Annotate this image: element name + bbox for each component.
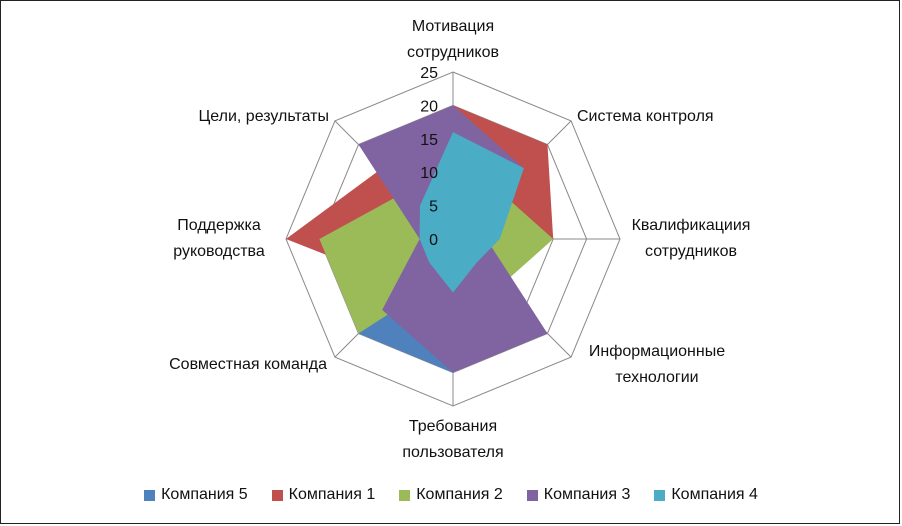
legend-swatch	[399, 489, 411, 501]
category-label-0: Мотивация сотрудников	[407, 18, 499, 61]
category-label-line: Требования	[409, 418, 497, 435]
legend-swatch	[526, 489, 538, 501]
legend-item-4: Компания 3	[526, 486, 631, 504]
category-label-line: Система контроля	[577, 108, 714, 125]
category-label-line: Информационные	[589, 343, 725, 360]
legend-label: Компания 4	[671, 486, 758, 503]
category-label-4: Требования пользователя	[402, 418, 503, 461]
category-label-line: Мотивация	[412, 18, 494, 35]
tick-label: 20	[420, 98, 438, 115]
category-label-line: Совместная команда	[169, 356, 327, 373]
radar-chart: 0 5 10 15 20 25 Мотивация сотрудников Система к…	[169, 18, 750, 461]
category-label-line: Квалификациия	[632, 217, 751, 234]
radar-series-layer	[286, 105, 554, 373]
category-label-5: Совместная команда	[169, 356, 327, 373]
category-label-7: Цели, результаты	[198, 108, 329, 125]
category-label-line: Цели, результаты	[198, 108, 329, 125]
category-label-line: сотрудников	[407, 44, 499, 61]
legend-item-5: Компания 4	[654, 486, 758, 504]
legend: Компания 5 Компания 1 Компания 2 Компания 3…	[1, 483, 901, 507]
legend-swatch	[271, 489, 283, 501]
legend-swatch	[654, 489, 666, 501]
tick-label: 0	[429, 232, 438, 249]
category-label-3: Информационные технологии	[589, 343, 725, 386]
series-area-5	[419, 132, 524, 293]
legend-item-1: Компания 5	[144, 486, 248, 504]
tick-label: 5	[429, 199, 438, 216]
category-label-1: Система контроля	[577, 108, 714, 125]
tick-label: 10	[420, 165, 438, 182]
category-labels: Мотивация сотрудников Система контроля Квал…	[169, 18, 750, 461]
legend-label: Компания 2	[416, 486, 503, 503]
radial-axis-ticks: 0 5 10 15 20 25	[420, 65, 438, 249]
category-label-line: технологии	[615, 369, 698, 386]
legend-swatch	[144, 489, 156, 501]
category-label-line: сотрудников	[645, 243, 737, 260]
legend-label: Компания 3	[543, 486, 631, 503]
legend-label: Компания 1	[288, 486, 376, 503]
category-label-line: руководства	[173, 243, 265, 260]
category-label-6: Поддержка руководства	[173, 217, 265, 260]
legend-item-3: Компания 2	[399, 486, 503, 504]
category-label-line: пользователя	[402, 444, 503, 461]
tick-label: 25	[420, 65, 438, 82]
tick-label: 15	[420, 132, 438, 149]
category-label-2: Квалификациия сотрудников	[632, 217, 751, 260]
legend-item-2: Компания 1	[271, 486, 376, 504]
legend-label: Компания 5	[161, 486, 248, 503]
category-label-line: Поддержка	[177, 217, 261, 234]
